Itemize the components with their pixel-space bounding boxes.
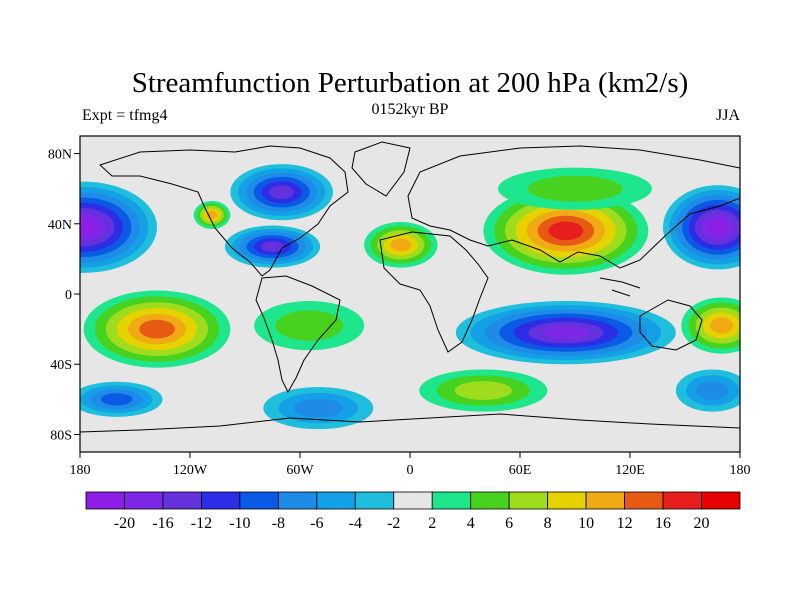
contour-feature: [455, 301, 676, 365]
lat-tick-label: 40N: [48, 218, 72, 233]
colorbar-label: 4: [467, 515, 475, 532]
lon-tick-label: 120W: [173, 463, 208, 478]
colorbar-label: -20: [114, 515, 135, 532]
colorbar-label: -8: [272, 515, 285, 532]
lon-tick-label: 0: [407, 463, 414, 478]
plot-title: Streamfunction Perturbation at 200 hPa (…: [132, 67, 689, 99]
map-panel: 80N 40N 0 40S 80S 180 120W 60W 0 60E 120E 180: [48, 135, 751, 478]
colorbar-swatch: [124, 491, 164, 510]
time-label: 0152kyr BP: [372, 101, 449, 118]
coast-north-america: [99, 145, 349, 277]
colorbar-swatch: [239, 491, 279, 510]
contour-level: [527, 175, 623, 202]
contour-feature: [498, 167, 652, 210]
colorbar-swatch: [85, 491, 125, 510]
colorbar-swatch: [354, 491, 395, 510]
lat-tick-label: 0: [65, 288, 72, 303]
contour-level: [390, 238, 412, 252]
contour-feature: [263, 387, 374, 430]
coast-eurasia: [407, 145, 740, 269]
colorbar-label: 6: [505, 515, 513, 532]
latitude-axis: 80N 40N 0 40S 80S: [48, 148, 80, 443]
contour-feature: [364, 222, 438, 268]
contour-level: [293, 398, 343, 418]
colorbar-label: 10: [578, 515, 594, 532]
coast-indonesia: [599, 277, 641, 297]
lat-tick-label: 80S: [50, 428, 72, 443]
coast-south-america: [255, 275, 341, 394]
colorbar-label: -10: [229, 515, 250, 532]
season-label: JJA: [716, 107, 740, 124]
colorbar-swatch: [662, 491, 702, 510]
lon-tick-label: 180: [730, 463, 751, 478]
colorbar-label: -4: [349, 515, 362, 532]
contour-field: [80, 164, 740, 430]
lon-tick-label: 120E: [615, 463, 645, 478]
contour-level: [707, 219, 729, 236]
colorbar-swatch: [431, 491, 472, 510]
contour-level: [548, 221, 584, 241]
contour-feature: [663, 185, 740, 270]
contour-level: [269, 185, 295, 199]
contour-feature: [419, 369, 548, 412]
lat-tick-label: 40S: [50, 358, 72, 373]
contour-level: [710, 317, 734, 334]
contour-feature: [224, 225, 321, 268]
colorbar-label: 8: [544, 515, 552, 532]
contour-feature: [675, 369, 740, 412]
contour-feature: [230, 164, 333, 221]
contour-level: [275, 310, 344, 341]
contour-feature: [193, 200, 231, 230]
contour-feature: [483, 186, 649, 275]
colorbar-swatch: [547, 491, 587, 510]
coast-africa: [379, 231, 489, 353]
coast-greenland: [351, 141, 411, 197]
longitude-axis: 180 120W 60W 0 60E 120E 180: [70, 452, 751, 478]
contour-feature: [80, 181, 157, 273]
lon-tick-label: 60W: [286, 463, 314, 478]
colorbar-label: 2: [428, 515, 436, 532]
colorbar-label: -2: [387, 515, 400, 532]
colorbar: -20 -16 -12 -10 -8 -6 -4 -2 2 4 6 8 10 12 16 20: [85, 491, 741, 532]
coast-antarctica: [80, 413, 740, 433]
colorbar-swatch: [201, 491, 241, 510]
colorbar-swatch: [316, 491, 356, 510]
contour-feature: [80, 381, 163, 417]
contour-level: [260, 241, 285, 252]
colorbar-swatch: [508, 491, 549, 510]
colorbar-label: -16: [152, 515, 173, 532]
colorbar-swatch: [701, 491, 741, 510]
colorbar-label: 20: [694, 515, 710, 532]
contour-level: [696, 381, 729, 400]
experiment-label: Expt = tfmg4: [82, 107, 167, 124]
colorbar-swatch: [277, 491, 318, 510]
colorbar-swatch: [585, 491, 625, 510]
colorbar-label: -6: [310, 515, 323, 532]
contour-level: [542, 325, 589, 340]
colorbar-swatch: [470, 491, 510, 510]
contour-level: [80, 218, 98, 236]
contour-feature: [83, 290, 231, 368]
contour-level: [139, 319, 175, 339]
colorbar-swatch: [393, 491, 433, 510]
lat-tick-label: 80N: [48, 148, 72, 163]
colorbar-label: 16: [655, 515, 671, 532]
contour-feature: [254, 301, 365, 351]
colorbar-label: -12: [191, 515, 212, 532]
colorbar-label: 12: [617, 515, 633, 532]
colorbar-swatch: [624, 491, 664, 510]
coast-australia: [639, 299, 703, 351]
lon-tick-label: 60E: [509, 463, 532, 478]
coastlines: [80, 141, 740, 433]
colorbar-swatch: [162, 491, 202, 510]
contour-feature: [681, 297, 740, 354]
contour-level: [100, 393, 133, 406]
lon-tick-label: 180: [70, 463, 91, 478]
contour-level: [454, 381, 512, 400]
